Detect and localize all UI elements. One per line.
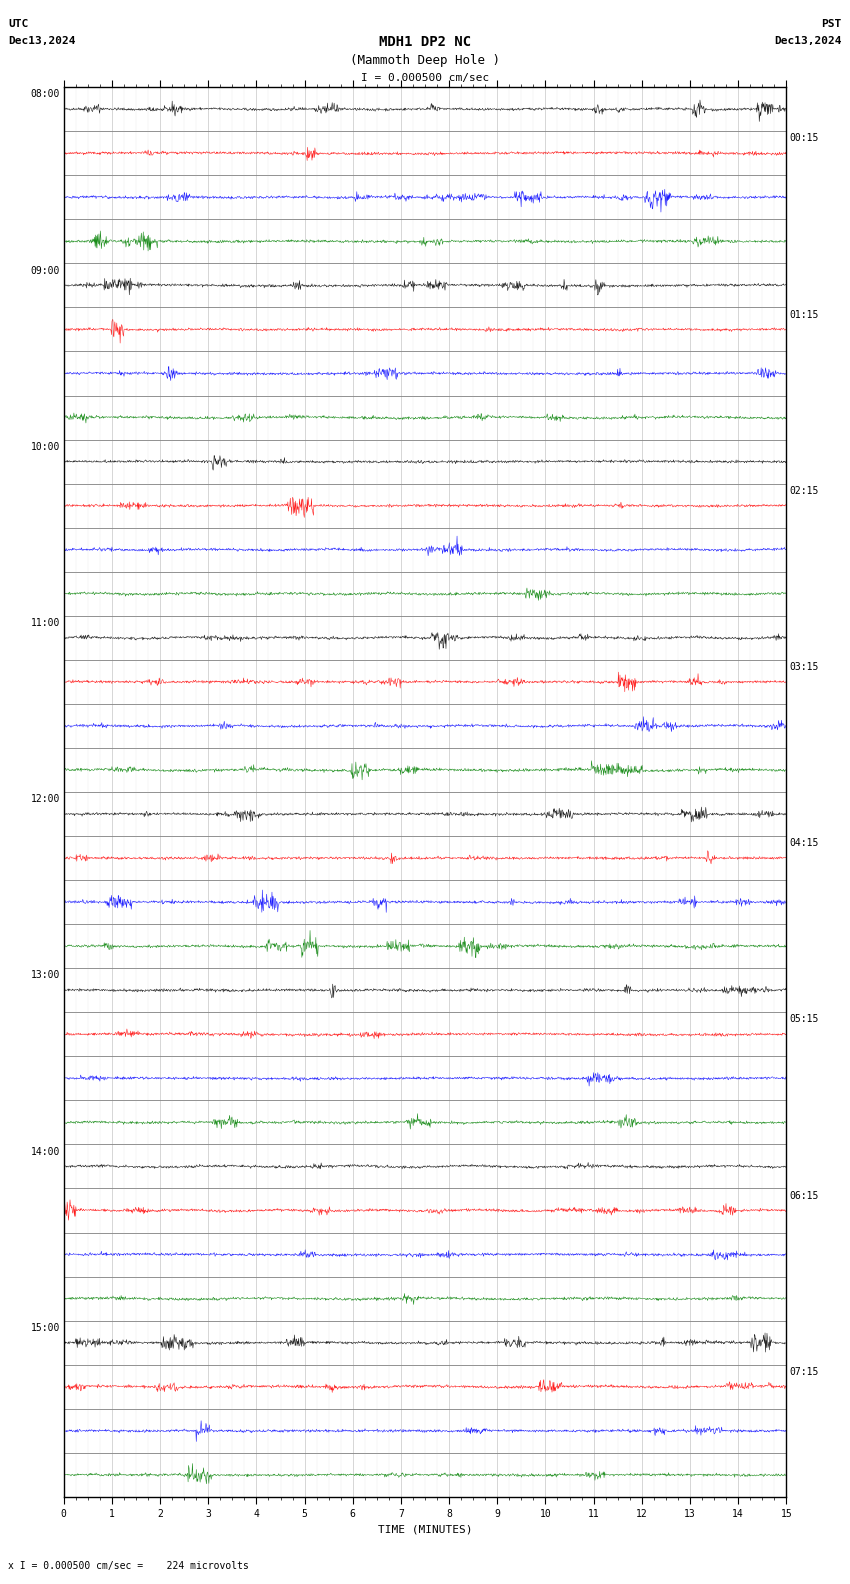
Text: 15:00: 15:00 [31,1323,60,1332]
X-axis label: TIME (MINUTES): TIME (MINUTES) [377,1524,473,1535]
Text: I = 0.000500 cm/sec: I = 0.000500 cm/sec [361,73,489,82]
Text: (Mammoth Deep Hole ): (Mammoth Deep Hole ) [350,54,500,67]
Text: 05:15: 05:15 [790,1014,819,1025]
Text: 12:00: 12:00 [31,794,60,805]
Text: 14:00: 14:00 [31,1147,60,1156]
Text: 04:15: 04:15 [790,838,819,849]
Text: x I = 0.000500 cm/sec =    224 microvolts: x I = 0.000500 cm/sec = 224 microvolts [8,1562,249,1571]
Text: 09:00: 09:00 [31,266,60,276]
Text: 01:15: 01:15 [790,309,819,320]
Text: 06:15: 06:15 [790,1191,819,1201]
Text: 02:15: 02:15 [790,486,819,496]
Text: 13:00: 13:00 [31,971,60,980]
Text: Dec13,2024: Dec13,2024 [774,36,842,46]
Text: 08:00: 08:00 [31,89,60,100]
Text: 10:00: 10:00 [31,442,60,451]
Text: PST: PST [821,19,842,29]
Text: 03:15: 03:15 [790,662,819,672]
Text: 00:15: 00:15 [790,133,819,144]
Text: 11:00: 11:00 [31,618,60,627]
Text: 07:15: 07:15 [790,1367,819,1376]
Text: UTC: UTC [8,19,29,29]
Text: Dec13,2024: Dec13,2024 [8,36,76,46]
Text: MDH1 DP2 NC: MDH1 DP2 NC [379,35,471,49]
